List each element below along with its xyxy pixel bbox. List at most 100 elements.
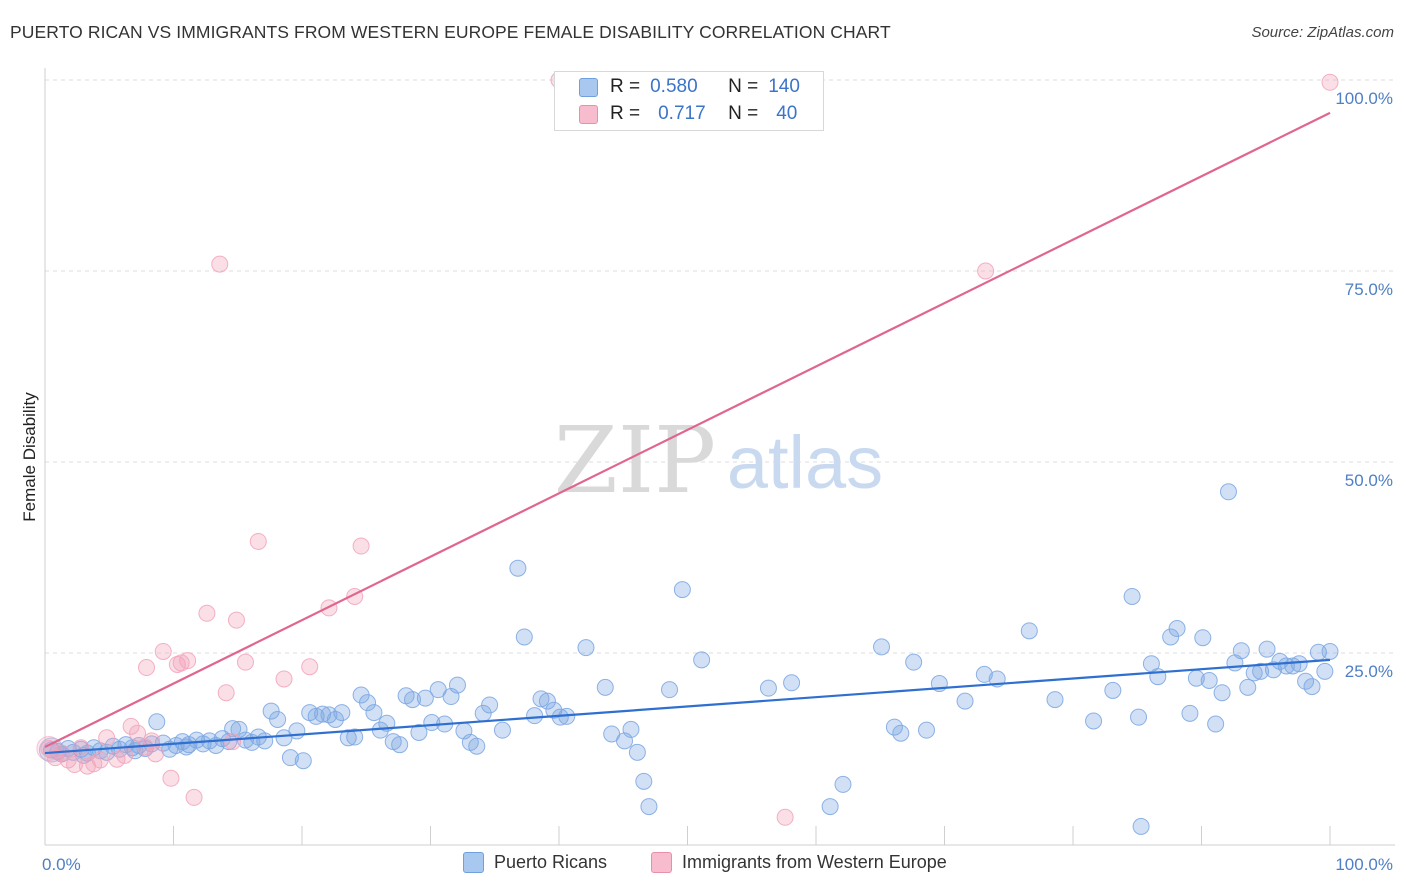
data-point [918,721,936,739]
data-point [269,710,287,728]
data-point [281,749,299,767]
data-point [975,665,993,683]
legend-row-western-europe: R = 0.717 N = 40 [579,102,797,126]
data-point [391,736,409,754]
data-point [577,639,595,657]
data-point [416,689,434,707]
y-tick-label: 50.0% [1345,471,1393,490]
data-point [783,674,801,692]
y-axis-label: Female Disability [20,392,39,522]
data-point [346,728,364,746]
data-point [185,788,203,806]
data-point [333,704,351,722]
watermark-zip: ZIP [554,407,716,514]
legend-r-label: R = [610,103,641,124]
data-point [673,581,691,599]
data-point [622,720,640,738]
legend-r-label: R = [610,76,641,97]
data-point [1104,681,1122,699]
data-point [628,743,646,761]
data-point [198,604,216,622]
data-point [1020,622,1038,640]
data-point [834,775,852,793]
legend-item-western-europe[interactable]: Immigrants from Western Europe [651,852,947,873]
legend-n-label: N = [728,76,759,97]
data-point [423,714,441,732]
legend-n-label: N = [728,103,759,124]
data-point [162,769,180,787]
data-point [640,798,658,816]
data-point [91,751,109,769]
data-point [693,651,711,669]
data-point [1200,672,1218,690]
data-point [776,808,794,826]
data-point [301,658,319,676]
data-point [1085,712,1103,730]
data-point [1303,678,1321,696]
correlation-legend: R = 0.580 N = 140 R = 0.717 N = 40 [554,71,824,131]
legend-row-puerto-ricans: R = 0.580 N = 140 [579,75,800,99]
data-point [873,638,891,656]
data-point [892,724,910,742]
data-point [307,707,325,725]
data-point [217,684,235,702]
data-point [1258,640,1276,658]
trend-lines [44,111,1331,755]
data-point [148,713,166,731]
data-point [526,707,544,725]
data-point [359,694,377,712]
data-point [1264,661,1282,679]
data-point [1162,628,1180,646]
trend-line [44,111,1331,748]
data-point [635,772,653,790]
y-tick-label: 25.0% [1345,662,1393,681]
data-point [1132,817,1150,835]
data-point [1321,73,1339,91]
data-point [1219,483,1237,501]
chart-title: PUERTO RICAN VS IMMIGRANTS FROM WESTERN … [10,22,891,42]
data-point [275,670,293,688]
data-point [154,642,172,660]
source-label: Source: ZipAtlas.com [1251,24,1394,41]
data-point [1232,642,1250,660]
data-point [515,628,533,646]
data-point [179,652,197,670]
data-point [468,737,486,755]
data-point [314,705,332,723]
data-point [138,659,156,677]
x-tick-label: 0.0% [42,855,81,874]
data-point [1123,587,1141,605]
legend-item-label: Puerto Ricans [494,852,608,872]
trend-line [44,658,1331,755]
data-point [236,653,254,671]
data-point [352,537,370,555]
data-point [410,723,428,741]
data-point [224,733,242,751]
data-point [905,653,923,671]
data-point [532,690,550,708]
data-point [224,720,242,738]
legend-item-puerto-ricans[interactable]: Puerto Ricans [463,852,607,873]
data-point [227,611,245,629]
data-point [326,710,344,728]
axes [44,68,1395,846]
data-point [404,691,422,709]
data-point [172,654,190,672]
tick-labels: 25.0% 50.0% 75.0% 100.0% 0.0% 100.0% [42,89,1393,874]
legend-n-value: 140 [768,76,800,97]
data-point [1321,642,1339,660]
data-point [1181,704,1199,722]
data-point [493,721,511,739]
data-point [1046,691,1064,709]
data-point [256,732,274,750]
data-point [759,679,777,697]
data-point [1213,684,1231,702]
watermark-atlas: atlas [727,421,883,504]
data-point [122,717,140,735]
data-point [339,729,357,747]
data-point [1252,662,1270,680]
data-point [98,729,116,747]
data-point [147,745,165,763]
data-point [1207,715,1225,733]
data-point [365,704,383,722]
